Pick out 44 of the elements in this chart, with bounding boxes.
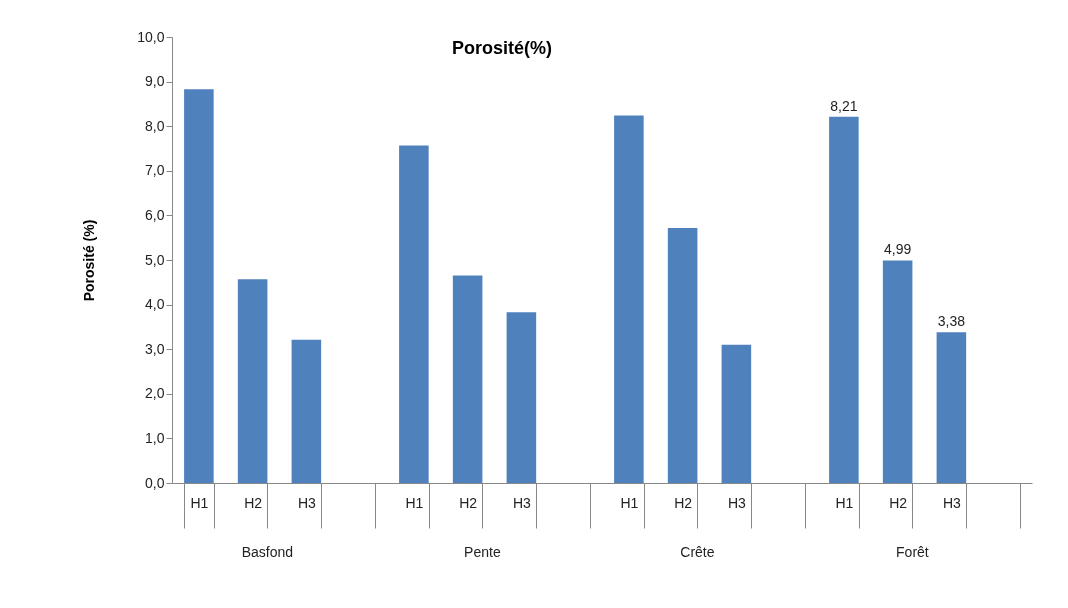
x-tick-label: H2 [674, 494, 693, 511]
y-tick-label: 8,0 [145, 117, 165, 134]
x-tick-label: H2 [244, 494, 263, 511]
y-axis-title: Porosité (%) [81, 219, 98, 302]
text: Basfond [241, 544, 294, 560]
x-tick-label: H1 [835, 494, 854, 511]
y-tick-label: 0,0 [145, 474, 165, 491]
x-tick-label: H2 [459, 494, 478, 511]
y-tick-label: 7,0 [145, 162, 165, 179]
bar [882, 260, 913, 483]
y-tick-label: 5,0 [145, 251, 165, 268]
text: Pente [464, 544, 501, 560]
bar [829, 116, 859, 483]
bar [237, 279, 268, 483]
bar [291, 339, 322, 483]
data-label: 4,99 [884, 241, 912, 258]
x-tick-label: H1 [190, 494, 209, 511]
bar [506, 312, 537, 483]
x-tick-label: H3 [297, 494, 317, 511]
y-tick-label: 6,0 [145, 206, 165, 223]
data-label: 3,38 [937, 313, 966, 330]
y-tick-label: 2,0 [145, 385, 165, 402]
bar [721, 344, 752, 483]
y-tick-label: 4,0 [145, 296, 165, 313]
y-tick-label: 10,0 [137, 28, 165, 45]
bar [399, 145, 429, 483]
bar [667, 227, 698, 483]
x-tick-label: H1 [620, 494, 639, 511]
x-tick-label: H3 [512, 494, 532, 511]
bar [452, 275, 483, 483]
text: Crête [680, 544, 715, 560]
y-tick-label: 3,0 [145, 340, 165, 357]
bar [614, 115, 644, 483]
y-tick-label: 1,0 [145, 429, 165, 446]
bar [936, 332, 967, 483]
x-tick-label: H2 [889, 494, 908, 511]
x-tick-label: H3 [727, 494, 747, 511]
data-label: 8,21 [830, 97, 858, 114]
bar [184, 89, 214, 483]
x-tick-label: H3 [942, 494, 962, 511]
x-tick-label: H1 [405, 494, 424, 511]
chart-title: Porosité(%) [451, 38, 553, 58]
text: Forêt [896, 544, 929, 560]
y-tick-label: 9,0 [145, 73, 165, 90]
